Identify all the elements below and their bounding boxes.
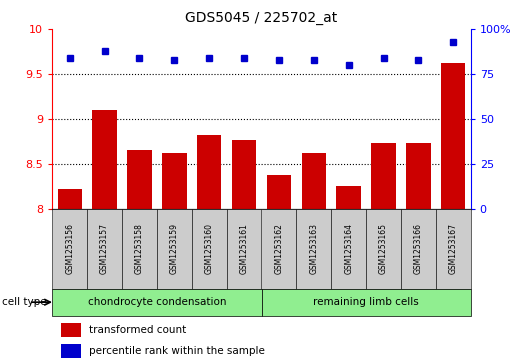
Bar (436, 209, 471, 289)
Bar (127, 150, 152, 209)
Bar (93, 110, 117, 209)
Text: chondrocyte condensation: chondrocyte condensation (88, 297, 226, 307)
Bar (87, 209, 122, 289)
Bar (61, 344, 81, 358)
Text: GSM1253160: GSM1253160 (204, 223, 214, 274)
Text: GSM1253164: GSM1253164 (344, 223, 353, 274)
Bar (366, 209, 401, 289)
Bar (162, 153, 187, 209)
Bar (331, 209, 366, 289)
Bar (52, 289, 262, 316)
Bar (232, 140, 256, 209)
Bar (401, 209, 436, 289)
Bar (406, 143, 430, 209)
Title: GDS5045 / 225702_at: GDS5045 / 225702_at (185, 11, 338, 25)
Text: GSM1253157: GSM1253157 (100, 223, 109, 274)
Text: GSM1253163: GSM1253163 (309, 223, 319, 274)
Text: cell type: cell type (3, 297, 47, 307)
Bar (441, 63, 465, 209)
Bar (302, 153, 326, 209)
Text: GSM1253165: GSM1253165 (379, 223, 388, 274)
Text: GSM1253166: GSM1253166 (414, 223, 423, 274)
Bar (61, 323, 81, 337)
Bar (226, 209, 262, 289)
Bar (197, 135, 221, 209)
Text: GSM1253159: GSM1253159 (170, 223, 179, 274)
Bar (336, 186, 361, 209)
Bar (267, 175, 291, 209)
Bar (262, 289, 471, 316)
Bar (122, 209, 157, 289)
Text: transformed count: transformed count (89, 325, 186, 335)
Bar (297, 209, 331, 289)
Bar (192, 209, 226, 289)
Bar (157, 209, 192, 289)
Text: GSM1253158: GSM1253158 (135, 223, 144, 274)
Bar (58, 189, 82, 209)
Text: GSM1253161: GSM1253161 (240, 223, 248, 274)
Text: percentile rank within the sample: percentile rank within the sample (89, 346, 265, 356)
Text: GSM1253156: GSM1253156 (65, 223, 74, 274)
Bar (52, 209, 87, 289)
Text: GSM1253167: GSM1253167 (449, 223, 458, 274)
Bar (371, 143, 396, 209)
Text: GSM1253162: GSM1253162 (275, 223, 283, 274)
Bar (262, 209, 297, 289)
Text: remaining limb cells: remaining limb cells (313, 297, 419, 307)
